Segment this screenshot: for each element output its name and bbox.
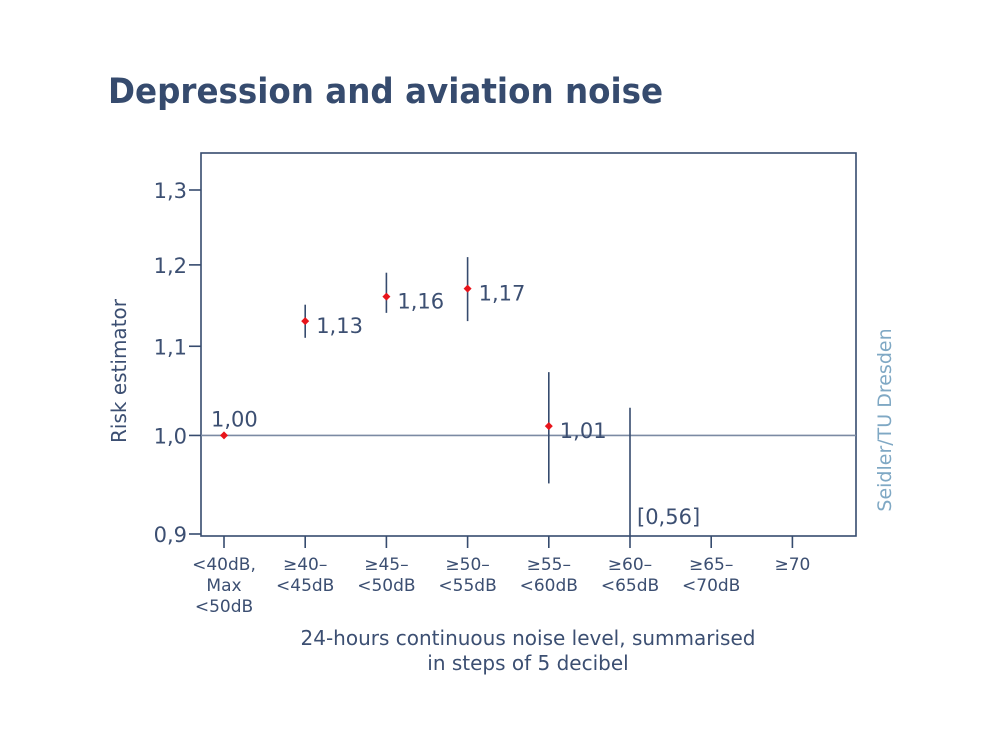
y-tick-label: 0,9 [154, 523, 187, 547]
x-tick-label: <55dB [438, 576, 496, 596]
data-point [301, 317, 310, 326]
data-point [544, 422, 553, 431]
credit-text: Seidler/TU Dresden [874, 328, 896, 511]
data-label-off-axis: [0,56] [637, 505, 700, 529]
x-tick-label: <40dB, [192, 555, 256, 575]
data-point [220, 431, 228, 440]
y-tick-label: 1,3 [154, 179, 187, 203]
x-tick-label: ≥45– [364, 555, 408, 575]
data-point [463, 284, 472, 293]
chart-title: Depression and aviation noise [108, 72, 664, 112]
data-point [382, 292, 391, 301]
x-tick-label: <60dB [520, 576, 578, 596]
x-tick-label: ≥65– [689, 555, 733, 575]
data-label: 1,00 [211, 407, 258, 431]
x-tick-label: <45dB [276, 576, 334, 596]
data-label: 1,13 [316, 314, 363, 338]
x-tick-label: <50dB [357, 576, 415, 596]
plot-frame [200, 152, 857, 537]
y-axis-title: Risk estimator [107, 298, 131, 443]
x-tick-label: ≥40– [283, 555, 327, 575]
data-label: 1,17 [479, 282, 526, 306]
x-tick-label: ≥50– [445, 555, 489, 575]
y-tick-label: 1,1 [154, 335, 187, 359]
x-axis-title-line-2: in steps of 5 decibel [427, 651, 628, 675]
data-label: 1,16 [397, 290, 444, 314]
y-tick-label: 1,0 [154, 424, 187, 448]
x-tick-label: <65dB [601, 576, 659, 596]
x-tick-label: ≥70 [774, 555, 810, 575]
y-tick-label: 1,2 [154, 254, 187, 278]
x-tick-label: ≥60– [608, 555, 652, 575]
x-tick-label: Max [206, 576, 241, 596]
data-label: 1,01 [560, 419, 607, 443]
x-tick-label: ≥55– [527, 555, 571, 575]
marks: 1,00 1,13 1,16 1,17 1,01 [0,56] [211, 257, 700, 536]
x-axis-title-line-1: 24-hours continuous noise level, summari… [301, 626, 756, 650]
axes: 0,91,01,11,21,3<40dB,Max<50dB≥40–<45dB≥4… [154, 152, 857, 617]
x-tick-label: <70dB [682, 576, 740, 596]
x-tick-label: <50dB [195, 597, 253, 617]
